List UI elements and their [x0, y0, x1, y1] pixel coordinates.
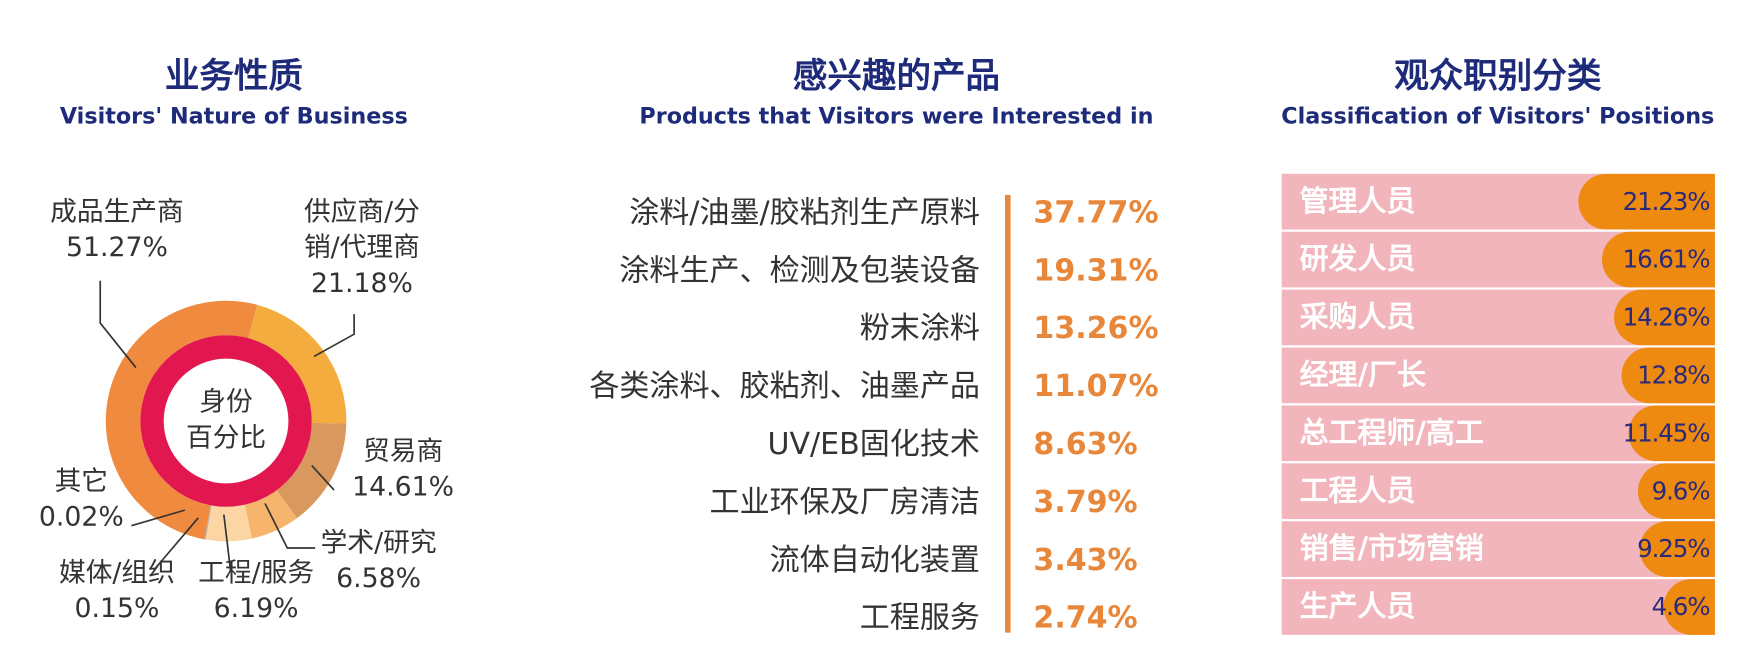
slice-label: 贸易商 14.61%: [334, 433, 473, 504]
category-label: 粉末涂料: [860, 311, 980, 346]
center-hole: [163, 358, 289, 484]
slice-label: 成品生产商 51.27%: [47, 194, 186, 265]
slice-label-box: 供应商/分销/代理商 21.18%: [292, 194, 431, 301]
pie-segment: [105, 300, 258, 540]
value-label: 11.07%: [1033, 369, 1158, 404]
pie-segment: [204, 505, 211, 540]
value-label: 0.15%: [74, 592, 160, 624]
category-label: 采购人员: [1300, 300, 1416, 334]
bar: [1621, 347, 1715, 404]
chart-subtitle: Classification of Visitors' Positions: [1281, 104, 1714, 130]
category-label: 媒体/组织: [58, 556, 175, 589]
value-label: 19.31%: [1033, 253, 1158, 288]
value-label: 4.6%: [1652, 592, 1710, 621]
category-label: 工业环保及厂房清洁: [710, 485, 980, 520]
value-label: 37.77%: [1033, 195, 1158, 230]
center-label: 身份: [199, 387, 252, 418]
category-label: 成品生产商: [50, 196, 184, 228]
leader-line: [153, 517, 199, 571]
category-label: 研发人员: [1300, 242, 1416, 276]
pie-segment: [204, 505, 212, 540]
slice-label-box: 媒体/组织0.15%: [47, 555, 186, 626]
value-label: 14.26%: [1623, 303, 1710, 332]
bar: [1578, 173, 1715, 230]
value-label: 3.79%: [1033, 485, 1137, 520]
bar: [1663, 579, 1715, 635]
category-label: 工程/服务: [198, 556, 315, 589]
bar: [1614, 289, 1715, 346]
category-label: 涂料生产、检测及包装设备: [619, 253, 980, 288]
chart-title: 观众职别分类: [1394, 57, 1602, 97]
category-label: 生产人员: [1300, 589, 1416, 623]
value-label: 6.19%: [213, 592, 299, 624]
chart-title: 业务性质: [165, 57, 303, 97]
value-label: 9.6%: [1652, 476, 1710, 505]
value-label: 9.25%: [1637, 534, 1709, 563]
leader-line: [223, 514, 232, 571]
chart-subtitle: Products that Visitors were Interested i…: [639, 104, 1153, 130]
category-label: 贸易商: [363, 435, 444, 467]
slice-label: 供应商/分销/代理商 21.18%: [292, 194, 431, 301]
slice-label-box: 工程/服务6.19%: [187, 555, 326, 626]
category-label: 各类涂料、胶粘剂、油墨产品: [589, 369, 980, 404]
value-label: 16.61%: [1623, 245, 1710, 274]
row-band: [1281, 579, 1715, 635]
category-label: 工程服务: [860, 601, 980, 636]
category-label: 学术/研究: [320, 526, 437, 559]
value-label: 11.45%: [1623, 418, 1710, 447]
value-label: 13.26%: [1033, 311, 1158, 346]
category-label: 供应商/分销/代理商: [303, 196, 420, 263]
bar: [1639, 521, 1715, 577]
chart-title: 感兴趣的产品: [793, 57, 1000, 97]
category-label: UV/EB固化技术: [767, 427, 979, 462]
slice-label-box: 学术/研究6.58%: [309, 525, 448, 596]
leader-line: [311, 465, 335, 491]
slice-label-box: 贸易商 14.61%: [334, 433, 473, 504]
category-label: 销售/市场营销: [1300, 531, 1484, 565]
leader-line: [99, 280, 137, 369]
category-label: 经理/厂长: [1300, 357, 1426, 391]
slice-label: 学术/研究 6.58%: [309, 525, 448, 596]
bar: [1637, 463, 1715, 520]
value-label: 3.43%: [1033, 543, 1137, 578]
value-label: 21.18%: [310, 267, 413, 299]
leader-line: [131, 509, 186, 527]
bar: [1628, 405, 1715, 462]
value-label: 51.27%: [65, 231, 168, 263]
value-label: 14.61%: [352, 471, 455, 503]
value-label: 21.23%: [1623, 187, 1710, 216]
value-label: 6.58%: [336, 562, 422, 594]
value-label: 0.02%: [38, 501, 124, 533]
category-label: 总工程师/高工: [1300, 415, 1484, 449]
slice-label: 媒体/组织 0.15%: [47, 555, 186, 626]
bar: [1602, 231, 1715, 288]
slice-label-box: 其它 0.02%: [12, 463, 151, 534]
leader-line: [264, 503, 316, 549]
pie-segment: [205, 504, 253, 542]
slice-label: 其它 0.02%: [12, 463, 151, 534]
pie-segment: [276, 422, 347, 519]
category-label: 其它: [54, 465, 109, 497]
category-label: 工程人员: [1300, 473, 1416, 507]
category-label: 涂料/油墨/胶粘剂生产原料: [629, 195, 980, 230]
chart-subtitle: Visitors' Nature of Business: [60, 104, 408, 130]
slice-label: 工程/服务 6.19%: [187, 555, 326, 626]
leader-line: [313, 314, 355, 358]
value-label: 8.63%: [1033, 427, 1137, 462]
center-label: 百分比: [186, 422, 266, 453]
pie-segment: [248, 304, 347, 424]
category-label: 管理人员: [1300, 184, 1416, 218]
value-label: 2.74%: [1033, 601, 1137, 636]
value-label: 12.8%: [1637, 360, 1709, 389]
category-label: 流体自动化装置: [770, 543, 980, 578]
